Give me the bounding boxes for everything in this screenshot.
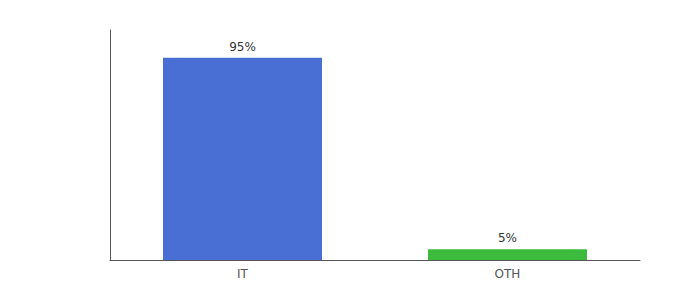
svg-text:OTH: OTH [495, 267, 521, 281]
svg-text:95%: 95% [229, 40, 256, 54]
svg-text:5%: 5% [498, 231, 517, 245]
svg-text:IT: IT [237, 267, 249, 281]
